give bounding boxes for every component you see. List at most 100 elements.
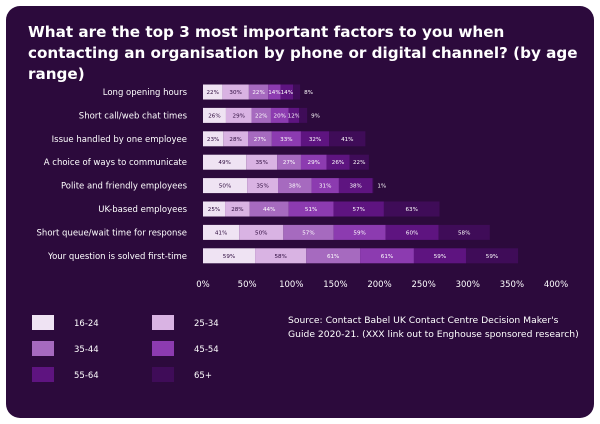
- bar-segment: [306, 248, 361, 264]
- bar-segment: [251, 107, 271, 123]
- x-tick-label: 200%: [367, 280, 391, 290]
- chart-card: What are the top 3 most important factor…: [6, 6, 594, 418]
- bar-value-label: 9%: [311, 113, 320, 119]
- bar-segment: [239, 224, 284, 240]
- bar-segment: [288, 107, 300, 123]
- bar-segment: [203, 107, 226, 123]
- bar-value-label: 12%: [288, 113, 300, 119]
- bar-segment: [329, 131, 366, 147]
- bar-value-label: 38%: [349, 184, 361, 190]
- x-tick-label: 300%: [456, 280, 480, 290]
- x-tick-label: 0%: [196, 280, 210, 290]
- bar-value-label: 59%: [434, 254, 446, 260]
- bar-segment: [333, 224, 386, 240]
- legend-label: 16-24: [74, 319, 99, 329]
- bar-segment: [280, 84, 294, 100]
- bar-value-label: 14%: [281, 90, 293, 96]
- category-label: Polite and friendly employees: [61, 182, 188, 192]
- category-label: Short queue/wait time for response: [37, 228, 187, 238]
- legend-swatch: [32, 315, 54, 330]
- bar-value-label: 20%: [274, 113, 286, 119]
- bar-segment: [311, 178, 339, 194]
- bar-segment: [278, 178, 312, 194]
- x-tick-label: 100%: [279, 280, 303, 290]
- legend-label: 55-64: [74, 371, 99, 381]
- bar-value-label: 38%: [289, 184, 301, 190]
- bar-segment: [268, 84, 281, 100]
- x-tick-label: 400%: [544, 280, 568, 290]
- legend-label: 65+: [194, 371, 212, 381]
- bar-value-label: 22%: [206, 90, 218, 96]
- bar-segment: [288, 201, 334, 217]
- bar-value-label: 23%: [207, 137, 219, 143]
- x-tick-label: 250%: [411, 280, 435, 290]
- bar-segment: [413, 248, 466, 264]
- bar-segment: [203, 131, 224, 147]
- bar-segment: [338, 178, 373, 194]
- bar-segment: [249, 201, 289, 217]
- legend-swatch: [32, 367, 54, 382]
- bar-value-label: 61%: [381, 254, 393, 260]
- bar-value-label: 59%: [353, 230, 365, 236]
- bar-segment: [246, 154, 278, 170]
- bar-segment: [270, 107, 289, 123]
- bar-segment: [247, 178, 279, 194]
- bar-segment: [223, 131, 249, 147]
- bar-value-label: 60%: [406, 230, 418, 236]
- category-label: Short call/web chat times: [79, 111, 188, 121]
- bar-value-label: 31%: [319, 184, 331, 190]
- bar-segment: [349, 154, 369, 170]
- bar-value-label: 50%: [255, 230, 267, 236]
- bar-value-label: 58%: [458, 230, 470, 236]
- bar-value-label: 27%: [283, 160, 295, 166]
- x-axis-ticks: 0% 50% 100% 150% 200% 250% 300% 350% 400%: [196, 280, 568, 290]
- bar-segment: [222, 84, 249, 100]
- bar-segment: [360, 248, 414, 264]
- bar-value-label: 50%: [219, 184, 231, 190]
- bar-segment: [248, 131, 272, 147]
- bar-value-label: 58%: [274, 254, 286, 260]
- bar-segment: [438, 224, 490, 240]
- bar-segment: [225, 201, 250, 217]
- legend-label: 45-54: [194, 345, 219, 355]
- bar-segment: [383, 201, 440, 217]
- bar-value-label: 49%: [218, 160, 230, 166]
- bar-segment: [248, 84, 269, 100]
- bar-value-label: 59%: [223, 254, 235, 260]
- bar-value-label: 29%: [308, 160, 320, 166]
- bar-segment: [271, 131, 301, 147]
- source-note: Source: Contact Babel UK Contact Centre …: [288, 315, 579, 340]
- chart-title: What are the top 3 most important factor…: [28, 23, 578, 83]
- bar-value-label: 29%: [233, 113, 245, 119]
- x-tick-label: 350%: [500, 280, 524, 290]
- bar-value-label: 61%: [327, 254, 339, 260]
- legend-label: 25-34: [194, 319, 219, 329]
- legend: 16-24 25-34 35-44 45-54 55-64 65+: [32, 315, 219, 382]
- category-labels: Long opening hours Short call/web chat ti…: [37, 88, 188, 262]
- bar-value-label: 25%: [208, 207, 220, 213]
- bar-segment: [225, 107, 252, 123]
- bar-value-label: 22%: [255, 113, 267, 119]
- bar-value-label: 59%: [486, 254, 498, 260]
- bar-segment: [203, 84, 223, 100]
- bar-value-label: 22%: [252, 90, 264, 96]
- legend-swatch: [152, 367, 174, 382]
- bar-segment: [372, 178, 374, 194]
- bar-segment: [300, 131, 330, 147]
- bar-segment: [385, 224, 439, 240]
- bar-value-label: 26%: [332, 160, 344, 166]
- bar-segment: [203, 248, 256, 264]
- bar-segment: [255, 248, 307, 264]
- category-label: A choice of ways to communicate: [44, 158, 187, 168]
- bar-segment: [326, 154, 350, 170]
- bar-value-label: 32%: [309, 137, 321, 143]
- bar-value-label: 30%: [229, 90, 241, 96]
- bar-segment: [300, 154, 327, 170]
- bars: 22% 30% 22% 14% 14% 8% 26% 29% 22% 20% 12% 9% 23% 28%…: [203, 84, 519, 264]
- bar-segment: [283, 224, 334, 240]
- bar-segment: [465, 248, 519, 264]
- bar-value-label: 57%: [302, 230, 314, 236]
- legend-swatch: [152, 315, 174, 330]
- bar-segment: [203, 154, 247, 170]
- category-label: UK-based employees: [98, 205, 187, 215]
